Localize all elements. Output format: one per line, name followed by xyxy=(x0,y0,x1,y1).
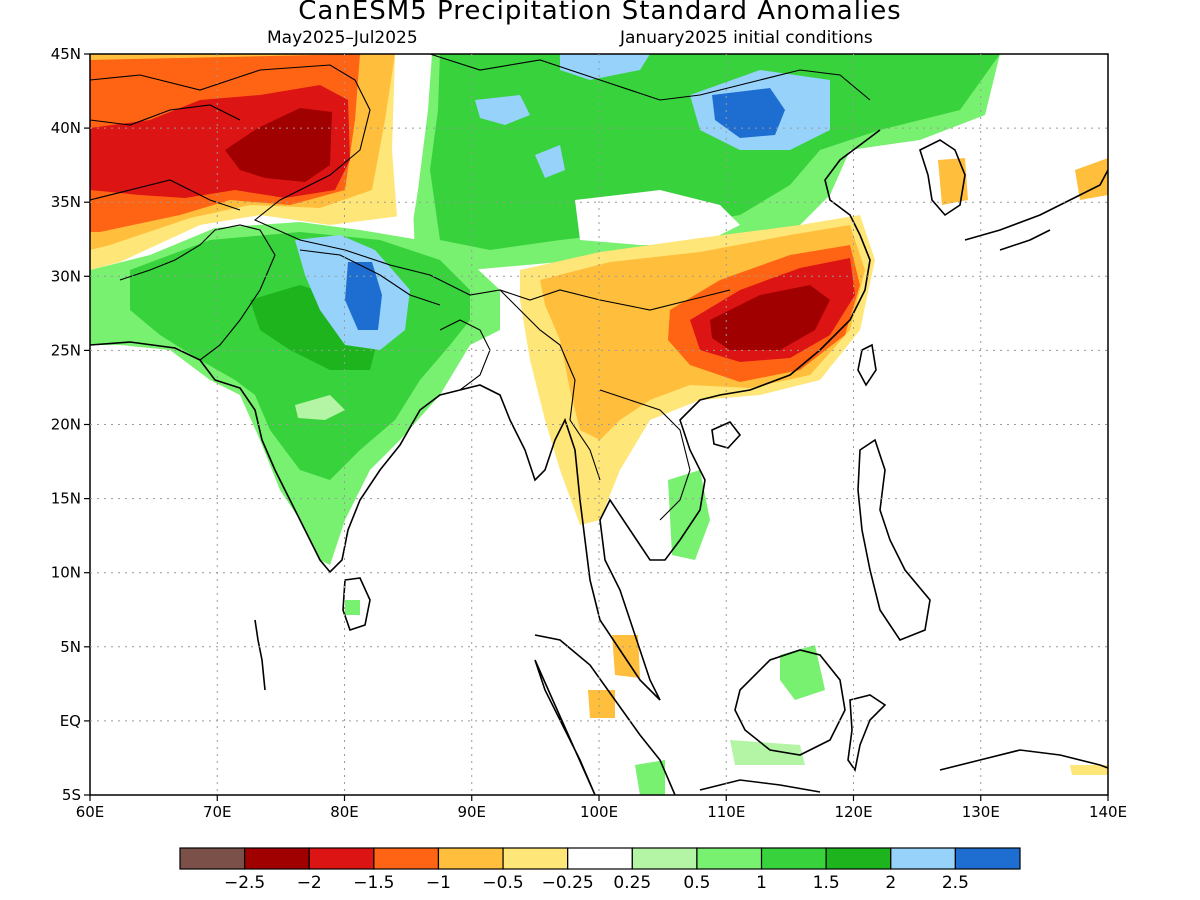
lat-tick-label: 10N xyxy=(51,564,81,582)
lighter-wet-india-center xyxy=(295,395,345,420)
border-afghanistan xyxy=(90,179,241,211)
colorbar-label: −1 xyxy=(426,873,451,893)
lat-tick-label: 15N xyxy=(51,490,81,508)
colorbar-swatch xyxy=(696,847,763,870)
wet-anomaly-north-core xyxy=(430,54,1000,250)
lat-tick-label: 35N xyxy=(51,193,81,211)
country-borders xyxy=(90,54,871,521)
initial-conditions: January2025 initial conditions xyxy=(620,28,873,48)
coastline-borneo xyxy=(734,649,846,756)
border-myanmar xyxy=(499,289,601,481)
dry-cell-new-guinea xyxy=(1070,765,1108,775)
extreme-dry-southeast-china xyxy=(710,285,830,350)
dry-cell-malaya xyxy=(612,635,640,678)
lat-tick-label: 5S xyxy=(62,786,81,804)
coastline-philippines xyxy=(857,438,931,641)
colorbar-label: −2 xyxy=(297,873,322,893)
wet-cell-vietnam xyxy=(668,470,710,560)
colorbar-label: 2 xyxy=(885,873,896,893)
dry-cell-korea xyxy=(938,158,968,205)
latitude-axis: 45N 40N 35N 30N 25N 20N 15N 10N 5N EQ 5S xyxy=(51,45,90,804)
lon-tick-label: 60E xyxy=(76,803,105,821)
coastline-south-asia xyxy=(90,129,881,701)
very-wet-north-china-patch-2 xyxy=(560,54,650,80)
border-india-pakistan xyxy=(119,224,276,361)
colorbar-swatch xyxy=(308,847,375,870)
longitude-axis: 60E 70E 80E 90E 100E 110E 120E 130E 140E xyxy=(76,795,1127,821)
border-kazakhstan xyxy=(90,104,241,126)
coastline-new-guinea xyxy=(939,749,1108,771)
lat-tick-label: 30N xyxy=(51,267,81,285)
lon-tick-label: 80E xyxy=(330,803,359,821)
colorbar-label: 0.5 xyxy=(683,873,710,893)
colorbar-label: −0.25 xyxy=(542,873,594,893)
very-wet-north-china-patch xyxy=(475,95,530,125)
colorbar-swatch xyxy=(567,847,633,870)
colorbar-swatch xyxy=(631,847,698,870)
lon-tick-label: 120E xyxy=(834,803,872,821)
border-bangladesh xyxy=(439,319,491,391)
lon-tick-label: 100E xyxy=(580,803,618,821)
colorbar-swatch xyxy=(890,847,956,870)
colorbar-label: 2.5 xyxy=(942,873,969,893)
colorbar-swatch xyxy=(244,847,310,870)
lon-tick-label: 70E xyxy=(203,803,232,821)
colorbar-label: −1.5 xyxy=(353,873,394,893)
white-band-gobi xyxy=(575,190,740,245)
border-mongolia xyxy=(429,54,871,101)
extreme-dry-karakoram xyxy=(225,108,332,182)
colorbar-swatch xyxy=(179,847,246,870)
wet-cell-borneo xyxy=(780,645,825,700)
anomaly-shading xyxy=(90,54,1108,795)
dry-cell-japan xyxy=(1075,158,1108,200)
coastlines xyxy=(90,129,1108,795)
coastline-korea xyxy=(919,139,966,217)
coastline-maldives xyxy=(254,619,266,691)
colorbar-swatch xyxy=(437,847,504,870)
colorbar-label: 1 xyxy=(756,873,767,893)
coastline-sumatra xyxy=(534,634,676,795)
extreme-wet-nepal xyxy=(345,262,382,330)
lat-tick-label: 20N xyxy=(51,416,81,434)
coastline-japan xyxy=(964,169,1108,251)
lon-tick-label: 130E xyxy=(962,803,1000,821)
white-band-tibet-west xyxy=(392,54,432,230)
dry-cell-sumatra xyxy=(588,690,615,718)
lat-tick-label: 45N xyxy=(51,45,81,63)
border-china-north xyxy=(90,64,731,311)
color-legend: −2.5 −2 −1.5 −1 −0.5 −0.25 0.25 0.5 1 1.5 2 2.5 xyxy=(179,847,1021,893)
wet-cell-java xyxy=(730,740,805,765)
colorbar-swatch xyxy=(760,847,827,870)
border-indochina xyxy=(599,389,691,521)
lat-tick-label: 25N xyxy=(51,341,81,359)
colorbar-label: −0.5 xyxy=(482,873,523,893)
lat-tick-label: 5N xyxy=(60,638,81,656)
lat-tick-label: EQ xyxy=(60,712,81,730)
colorbar-label: 1.5 xyxy=(813,873,840,893)
map-title: CanESM5 Precipitation Standard Anomalies xyxy=(298,0,902,26)
coastline-java xyxy=(699,779,821,793)
lat-lon-gridlines xyxy=(90,54,1108,795)
coastline-sri-lanka xyxy=(342,577,371,632)
colorbar-swatch xyxy=(373,847,440,870)
colorbar-label: −2.5 xyxy=(224,873,265,893)
forecast-period: May2025–Jul2025 xyxy=(267,28,418,48)
lat-tick-label: 40N xyxy=(51,119,81,137)
wet-cell-sri-lanka xyxy=(345,600,360,615)
colorbar-label: 0.25 xyxy=(613,873,651,893)
lon-tick-label: 90E xyxy=(457,803,486,821)
wet-cell-sumatra xyxy=(635,760,665,795)
border-nepal xyxy=(299,249,441,306)
coastline-taiwan xyxy=(857,343,877,387)
very-wet-china-center-patch xyxy=(535,145,565,178)
coastline-hainan xyxy=(711,421,742,449)
colorbar-swatch xyxy=(825,847,892,870)
extreme-wet-mongolia xyxy=(712,88,785,138)
lon-tick-label: 140E xyxy=(1089,803,1127,821)
colorbar-swatch xyxy=(502,847,569,870)
lon-tick-label: 110E xyxy=(707,803,745,821)
colorbar-swatch xyxy=(954,847,1021,870)
coastline-sulawesi xyxy=(847,694,887,772)
